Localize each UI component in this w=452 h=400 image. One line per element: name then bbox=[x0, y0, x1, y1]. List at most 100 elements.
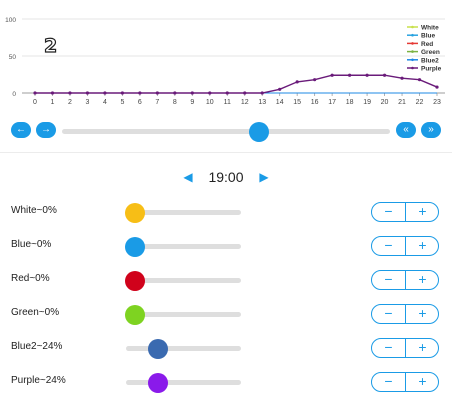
x-tick-labels: 0 1 2 3 4 5 6 7 8 9 10 11 12 13 14 15 16 17 18 19 20 21 22 23 bbox=[33, 99, 441, 106]
blue2-slider-thumb[interactable] bbox=[147, 339, 168, 359]
purple-decrease-button[interactable]: − bbox=[384, 373, 393, 389]
data-point bbox=[295, 80, 299, 84]
x-tick-label: 21 bbox=[398, 99, 406, 106]
arrow-left-icon: ← bbox=[16, 124, 26, 135]
channel-label: White~0% bbox=[11, 205, 57, 216]
data-point bbox=[330, 73, 334, 77]
purple-slider[interactable] bbox=[126, 373, 241, 393]
legend-label: Purple bbox=[421, 66, 442, 73]
stepper-separator bbox=[405, 305, 406, 323]
data-point bbox=[348, 73, 352, 77]
section-divider bbox=[0, 152, 452, 153]
data-point bbox=[85, 91, 90, 95]
data-point bbox=[50, 91, 55, 95]
x-tick-label: 16 bbox=[311, 99, 319, 106]
purple-slider-thumb[interactable] bbox=[147, 373, 168, 393]
x-tick-label: 4 bbox=[103, 99, 107, 106]
data-point bbox=[365, 73, 369, 77]
x-tick-label: 17 bbox=[328, 99, 336, 106]
timeline-slider-thumb[interactable] bbox=[248, 122, 269, 142]
x-tick-label: 0 bbox=[33, 99, 37, 106]
legend-label: White bbox=[421, 25, 439, 32]
blue-decrease-button[interactable]: − bbox=[384, 237, 393, 253]
blue2-slider[interactable] bbox=[126, 339, 241, 359]
stepper-separator bbox=[405, 237, 406, 255]
data-point bbox=[382, 73, 387, 77]
legend-label: Green bbox=[421, 49, 440, 56]
x-tick-label: 1 bbox=[51, 99, 55, 106]
x-tick-label: 12 bbox=[241, 99, 249, 106]
red-slider-thumb[interactable] bbox=[125, 271, 145, 291]
green-slider-thumb[interactable] bbox=[125, 305, 145, 325]
red-increase-button[interactable]: + bbox=[418, 271, 427, 287]
purple-increase-button[interactable]: + bbox=[418, 373, 427, 389]
channel-row-purple: Purple~24% − + bbox=[0, 367, 452, 397]
x-tick-label: 20 bbox=[381, 99, 389, 106]
x-tick-label: 9 bbox=[190, 99, 194, 106]
y-tick-label: 0 bbox=[12, 91, 16, 98]
y-tick-label: 100 bbox=[5, 17, 16, 24]
data-point bbox=[68, 91, 72, 95]
data-point bbox=[400, 76, 404, 80]
stepper-separator bbox=[405, 271, 406, 289]
x-tick-label: 8 bbox=[173, 99, 177, 106]
channel-row-blue2: Blue2~24% − + bbox=[0, 333, 452, 363]
white-stepper: − + bbox=[371, 202, 439, 222]
red-slider[interactable] bbox=[125, 271, 241, 291]
red-decrease-button[interactable]: − bbox=[384, 271, 393, 287]
white-slider[interactable] bbox=[125, 203, 241, 223]
blue-increase-button[interactable]: + bbox=[418, 237, 427, 253]
fast-forward-button[interactable]: » bbox=[421, 122, 441, 138]
purple-stepper: − + bbox=[371, 372, 439, 392]
timeline-slider[interactable] bbox=[62, 122, 390, 142]
x-tick-label: 19 bbox=[363, 99, 371, 106]
rewind-button[interactable]: « bbox=[396, 122, 416, 138]
channel-label: Blue2~24% bbox=[11, 341, 63, 352]
data-point bbox=[155, 91, 159, 95]
current-time: 19:00 bbox=[208, 169, 244, 186]
legend-marker bbox=[411, 25, 414, 29]
data-point bbox=[208, 91, 212, 95]
data-point bbox=[417, 78, 422, 82]
legend-label: Blue bbox=[421, 33, 435, 40]
channel-label: Purple~24% bbox=[11, 375, 66, 386]
y-tick-labels: 100 50 0 bbox=[5, 17, 16, 98]
green-slider[interactable] bbox=[125, 305, 241, 325]
blue-slider[interactable] bbox=[125, 237, 241, 257]
data-point bbox=[190, 91, 194, 95]
channel-row-green: Green~0% − + bbox=[0, 299, 452, 329]
blue2-decrease-button[interactable]: − bbox=[384, 339, 393, 355]
data-point bbox=[138, 91, 142, 95]
time-prev-icon[interactable]: ◀ bbox=[183, 170, 193, 185]
red-stepper: − + bbox=[371, 270, 439, 290]
time-next-icon[interactable]: ▶ bbox=[259, 170, 269, 185]
channel-label: Green~0% bbox=[11, 307, 60, 318]
time-selector: ◀ 19:00 ▶ bbox=[0, 168, 452, 188]
blue2-increase-button[interactable]: + bbox=[418, 339, 427, 355]
data-point bbox=[243, 91, 247, 95]
data-point bbox=[260, 91, 264, 95]
white-decrease-button[interactable]: − bbox=[384, 203, 393, 219]
stepper-separator bbox=[405, 339, 406, 357]
data-point bbox=[278, 87, 282, 91]
green-decrease-button[interactable]: − bbox=[384, 305, 393, 321]
blue-slider-thumb[interactable] bbox=[125, 237, 145, 257]
white-increase-button[interactable]: + bbox=[418, 203, 427, 219]
blue2-stepper: − + bbox=[371, 338, 439, 358]
green-increase-button[interactable]: + bbox=[418, 305, 427, 321]
legend-marker bbox=[411, 50, 414, 53]
channel-row-blue: Blue~0% − + bbox=[0, 231, 452, 261]
data-point bbox=[313, 78, 317, 82]
double-chevron-right-icon: » bbox=[428, 124, 434, 135]
channel-label: Blue~0% bbox=[11, 239, 52, 250]
legend-label: Blue2 bbox=[421, 57, 439, 64]
next-hour-button[interactable]: → bbox=[36, 122, 56, 138]
timeline-controls: ← → « » bbox=[0, 122, 452, 144]
x-tick-label: 23 bbox=[433, 99, 441, 106]
legend-marker bbox=[411, 33, 414, 37]
white-slider-thumb[interactable] bbox=[125, 203, 145, 223]
prev-hour-button[interactable]: ← bbox=[11, 122, 31, 138]
legend-marker bbox=[411, 42, 414, 45]
data-point bbox=[103, 91, 107, 95]
